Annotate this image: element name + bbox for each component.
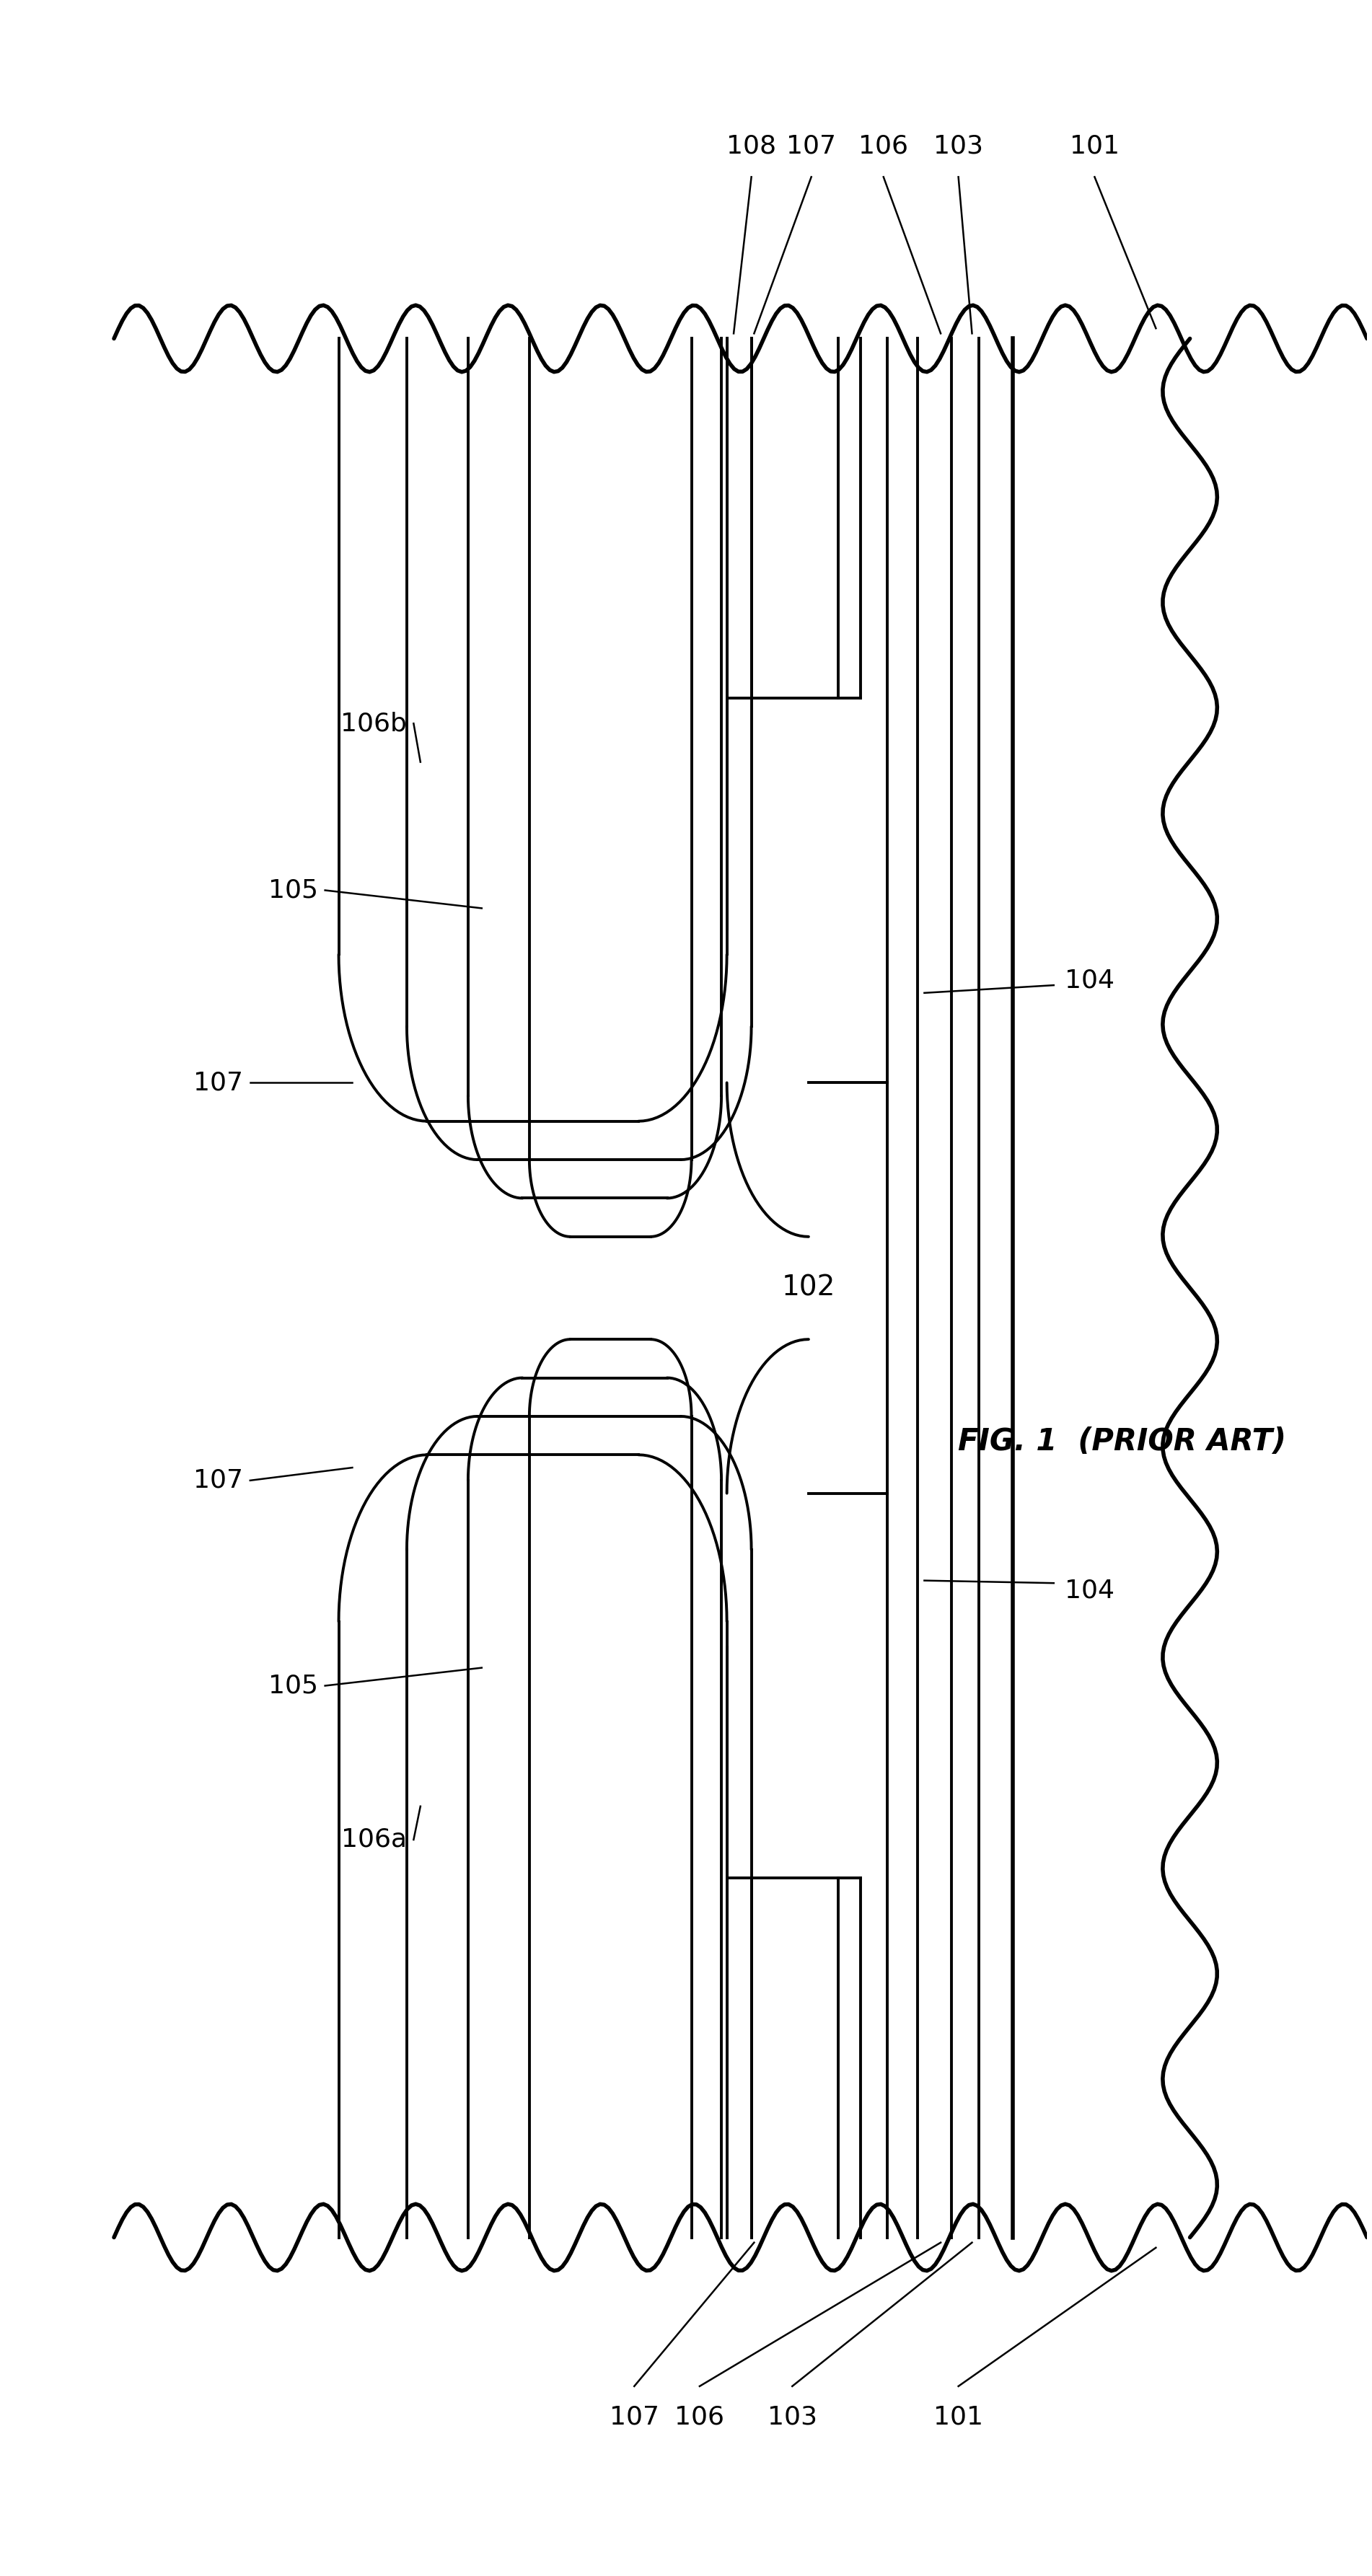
Text: 106: 106 [675,2406,724,2429]
Text: 107: 107 [193,1468,243,1492]
Text: 105: 105 [269,1674,318,1698]
Text: 107: 107 [786,134,836,157]
Text: 108: 108 [726,134,777,157]
Text: 104: 104 [1065,969,1114,992]
Text: 106b: 106b [340,711,406,737]
Text: 107: 107 [193,1072,243,1095]
Text: 103: 103 [767,2406,818,2429]
Text: 105: 105 [269,878,318,902]
Text: 106: 106 [859,134,908,157]
Text: 104: 104 [1065,1579,1114,1602]
Text: 101: 101 [1070,134,1120,157]
Text: 106a: 106a [342,1826,406,1852]
Text: 107: 107 [609,2406,659,2429]
Text: 103: 103 [933,134,984,157]
Text: 101: 101 [933,2406,984,2429]
Text: 102: 102 [782,1275,836,1301]
Text: FIG. 1  (PRIOR ART): FIG. 1 (PRIOR ART) [958,1427,1286,1458]
